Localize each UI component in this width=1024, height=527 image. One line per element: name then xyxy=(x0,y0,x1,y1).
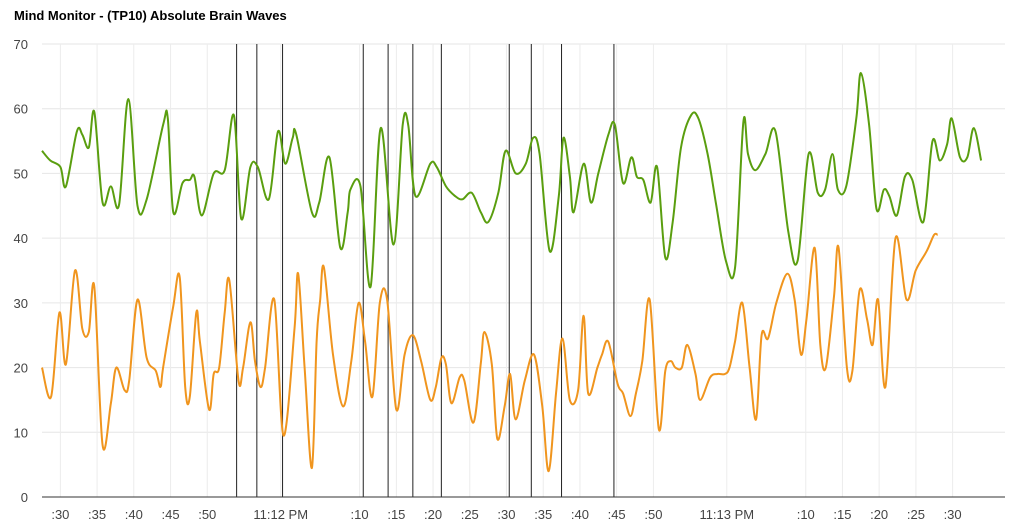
x-tick-label: 11:13 PM xyxy=(699,507,754,522)
x-tick-label: :30 xyxy=(944,507,962,522)
x-tick-label: :30 xyxy=(51,507,69,522)
x-tick-label: :15 xyxy=(387,507,405,522)
x-tick-label: :50 xyxy=(198,507,216,522)
y-tick-label: 40 xyxy=(14,231,28,246)
x-axis-ticks: :30 :35 :40 :45 :50 11:12 PM :10 :15 :20 :25 :30 :3… xyxy=(51,507,961,522)
x-tick-label: :20 xyxy=(424,507,442,522)
y-tick-label: 60 xyxy=(14,102,28,117)
series-line-orange xyxy=(41,232,939,473)
y-tick-label: 0 xyxy=(21,490,28,505)
y-axis-ticks: 0 10 20 30 40 50 60 70 xyxy=(14,37,28,505)
y-tick-label: 50 xyxy=(14,166,28,181)
series-line-green xyxy=(41,72,983,288)
x-tick-label: :15 xyxy=(833,507,851,522)
x-tick-label: :25 xyxy=(907,507,925,522)
event-markers xyxy=(236,44,615,497)
x-tick-label: :50 xyxy=(644,507,662,522)
grid xyxy=(42,43,1005,497)
x-tick-label: :35 xyxy=(88,507,106,522)
x-tick-label: :40 xyxy=(125,507,143,522)
x-tick-label: :25 xyxy=(461,507,479,522)
x-tick-label: :35 xyxy=(534,507,552,522)
x-tick-label: :20 xyxy=(870,507,888,522)
x-tick-label: :30 xyxy=(497,507,515,522)
y-tick-label: 30 xyxy=(14,296,28,311)
series-group xyxy=(41,72,983,473)
x-tick-label: :45 xyxy=(608,507,626,522)
x-tick-label: 11:12 PM xyxy=(253,507,308,522)
y-tick-label: 70 xyxy=(14,37,28,52)
x-tick-label: :40 xyxy=(571,507,589,522)
x-tick-label: :10 xyxy=(797,507,815,522)
chart-title: Mind Monitor - (TP10) Absolute Brain Wav… xyxy=(14,8,287,23)
x-tick-label: :45 xyxy=(162,507,180,522)
x-tick-label: :10 xyxy=(351,507,369,522)
y-tick-label: 10 xyxy=(14,425,28,440)
y-tick-label: 20 xyxy=(14,361,28,376)
